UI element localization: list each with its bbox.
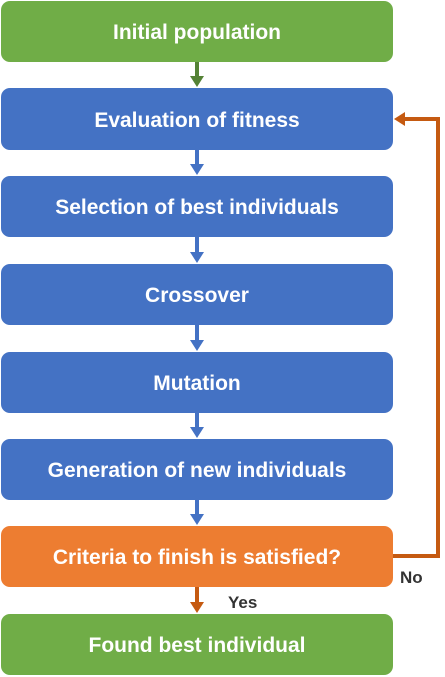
step-mutation: Mutation — [1, 352, 393, 413]
edge-criteria-to-found: Yes — [190, 587, 257, 613]
step-label: Initial population — [113, 21, 281, 44]
step-label: Evaluation of fitness — [94, 109, 299, 132]
step-generation-of-new-individuals: Generation of new individuals — [1, 439, 393, 500]
arrowhead-icon — [190, 340, 204, 351]
step-evaluation-of-fitness: Evaluation of fitness — [1, 88, 393, 150]
step-crossover: Crossover — [1, 264, 393, 325]
step-selection-of-best-individuals: Selection of best individuals — [1, 176, 393, 237]
step-label: Found best individual — [89, 634, 306, 657]
edge-generation-to-criteria — [190, 500, 204, 525]
step-box — [1, 439, 393, 500]
arrowhead-icon — [190, 427, 204, 438]
edges: Yes No — [190, 62, 440, 613]
edge-initial-to-evaluate — [190, 62, 204, 87]
step-box — [1, 614, 393, 675]
step-box — [1, 526, 393, 587]
edge-mutation-to-generation — [190, 413, 204, 438]
edge-criteria-to-evaluate-loop: No — [393, 112, 440, 587]
step-label: Mutation — [153, 372, 240, 395]
steps: Initial population Evaluation of fitness… — [1, 1, 393, 675]
arrowhead-icon — [190, 164, 204, 175]
edge-crossover-to-mutation — [190, 325, 204, 351]
step-box — [1, 88, 393, 150]
arrowhead-icon — [394, 112, 405, 126]
step-label: Crossover — [145, 284, 249, 307]
step-criteria-decision: Criteria to finish is satisfied? — [1, 526, 393, 587]
step-initial-population: Initial population — [1, 1, 393, 62]
arrowhead-icon — [190, 76, 204, 87]
step-box — [1, 1, 393, 62]
step-box — [1, 264, 393, 325]
step-found-best-individual: Found best individual — [1, 614, 393, 675]
arrowhead-icon — [190, 514, 204, 525]
edge-select-to-crossover — [190, 237, 204, 263]
step-box — [1, 176, 393, 237]
step-box — [1, 352, 393, 413]
edge-label-no: No — [400, 568, 423, 587]
edge-evaluate-to-select — [190, 150, 204, 175]
edge-line — [393, 117, 440, 558]
step-label: Criteria to finish is satisfied? — [53, 546, 341, 569]
arrowhead-icon — [190, 602, 204, 613]
edge-label-yes: Yes — [228, 593, 257, 612]
step-label: Generation of new individuals — [48, 459, 347, 482]
step-label: Selection of best individuals — [55, 196, 339, 219]
arrowhead-icon — [190, 252, 204, 263]
